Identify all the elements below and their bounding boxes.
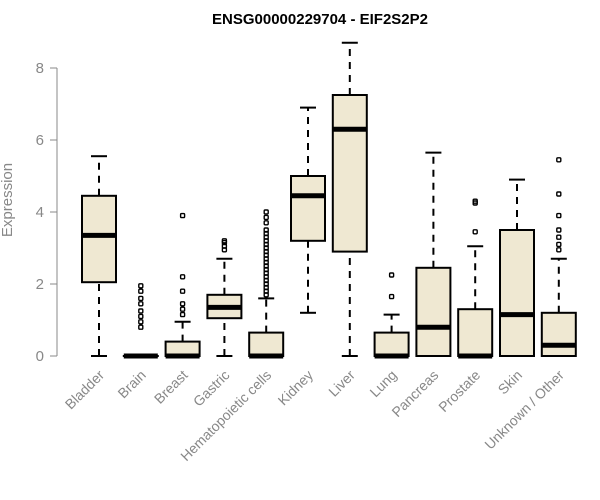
y-tick-label: 6: [36, 132, 44, 149]
outlier-point: [556, 227, 562, 233]
outlier-point: [556, 234, 562, 240]
box-iqr: [81, 194, 117, 284]
x-tick-label: Prostate: [435, 367, 483, 415]
box-bladder: [81, 155, 117, 357]
x-tick-label: Unknown / Other: [481, 367, 567, 453]
outlier-point: [179, 311, 186, 318]
outlier-point: [179, 274, 186, 280]
y-tick-label: 4: [36, 204, 44, 221]
box-liver: [331, 41, 368, 357]
y-tick-label: 0: [36, 348, 44, 365]
outlier-point: [472, 229, 478, 235]
y-axis-label: Expression: [0, 163, 16, 237]
outlier-point: [263, 214, 269, 221]
box-iqr: [290, 175, 326, 242]
outlier-point: [556, 157, 562, 163]
outlier-point: [263, 220, 269, 226]
outlier-point: [179, 212, 186, 219]
box-iqr: [457, 308, 494, 358]
outlier-point: [556, 191, 562, 197]
outlier-point: [138, 301, 144, 307]
outlier-point: [556, 247, 562, 253]
outlier-point: [138, 288, 144, 294]
outlier-point: [138, 295, 144, 302]
outlier-point: [138, 319, 144, 325]
box-iqr: [540, 311, 577, 357]
box-breast: [164, 212, 201, 359]
x-tick-label: Lung: [366, 367, 399, 400]
y-axis: 0 2 4 6 8: [36, 60, 58, 365]
outlier-point: [138, 324, 144, 330]
outlier-point: [263, 227, 269, 233]
y-tick-label: 8: [36, 60, 44, 77]
box-pancreas: [415, 151, 452, 357]
chart-title: ENSG00000229704 - EIF2S2P2: [212, 11, 428, 28]
x-tick-label: Breast: [151, 367, 191, 407]
box-iqr: [248, 331, 285, 358]
outlier-point: [388, 272, 395, 278]
outlier-point: [472, 198, 478, 204]
outlier-point: [138, 283, 144, 289]
box-hematopoietic-cells: [248, 209, 285, 359]
box-lung: [373, 272, 410, 359]
x-tick-label: Bladder: [62, 367, 108, 413]
box-iqr: [373, 331, 410, 358]
outlier-point: [179, 306, 186, 312]
x-tick-label: Brain: [114, 367, 148, 401]
box-brain: [122, 283, 159, 359]
outlier-point: [556, 241, 562, 248]
x-tick-label: Liver: [325, 367, 358, 400]
outlier-point: [179, 301, 186, 307]
box-unknown-other: [540, 157, 577, 357]
outlier-point: [138, 308, 144, 314]
outlier-point: [263, 209, 269, 215]
outlier-point: [388, 293, 395, 300]
outlier-point: [556, 212, 562, 219]
box-iqr: [499, 229, 535, 357]
outlier-point: [221, 238, 228, 244]
y-tick-label: 2: [36, 276, 44, 293]
box-iqr: [415, 266, 452, 357]
box-kidney: [290, 106, 326, 314]
box-iqr: [331, 94, 368, 253]
box-prostate: [457, 198, 494, 359]
box-group: [81, 41, 577, 359]
x-tick-label: Kidney: [275, 367, 317, 409]
box-gastric: [206, 238, 243, 357]
box-skin: [499, 178, 535, 357]
outlier-point: [138, 313, 144, 320]
outlier-point: [179, 288, 186, 294]
x-tick-label: Skin: [495, 367, 526, 398]
